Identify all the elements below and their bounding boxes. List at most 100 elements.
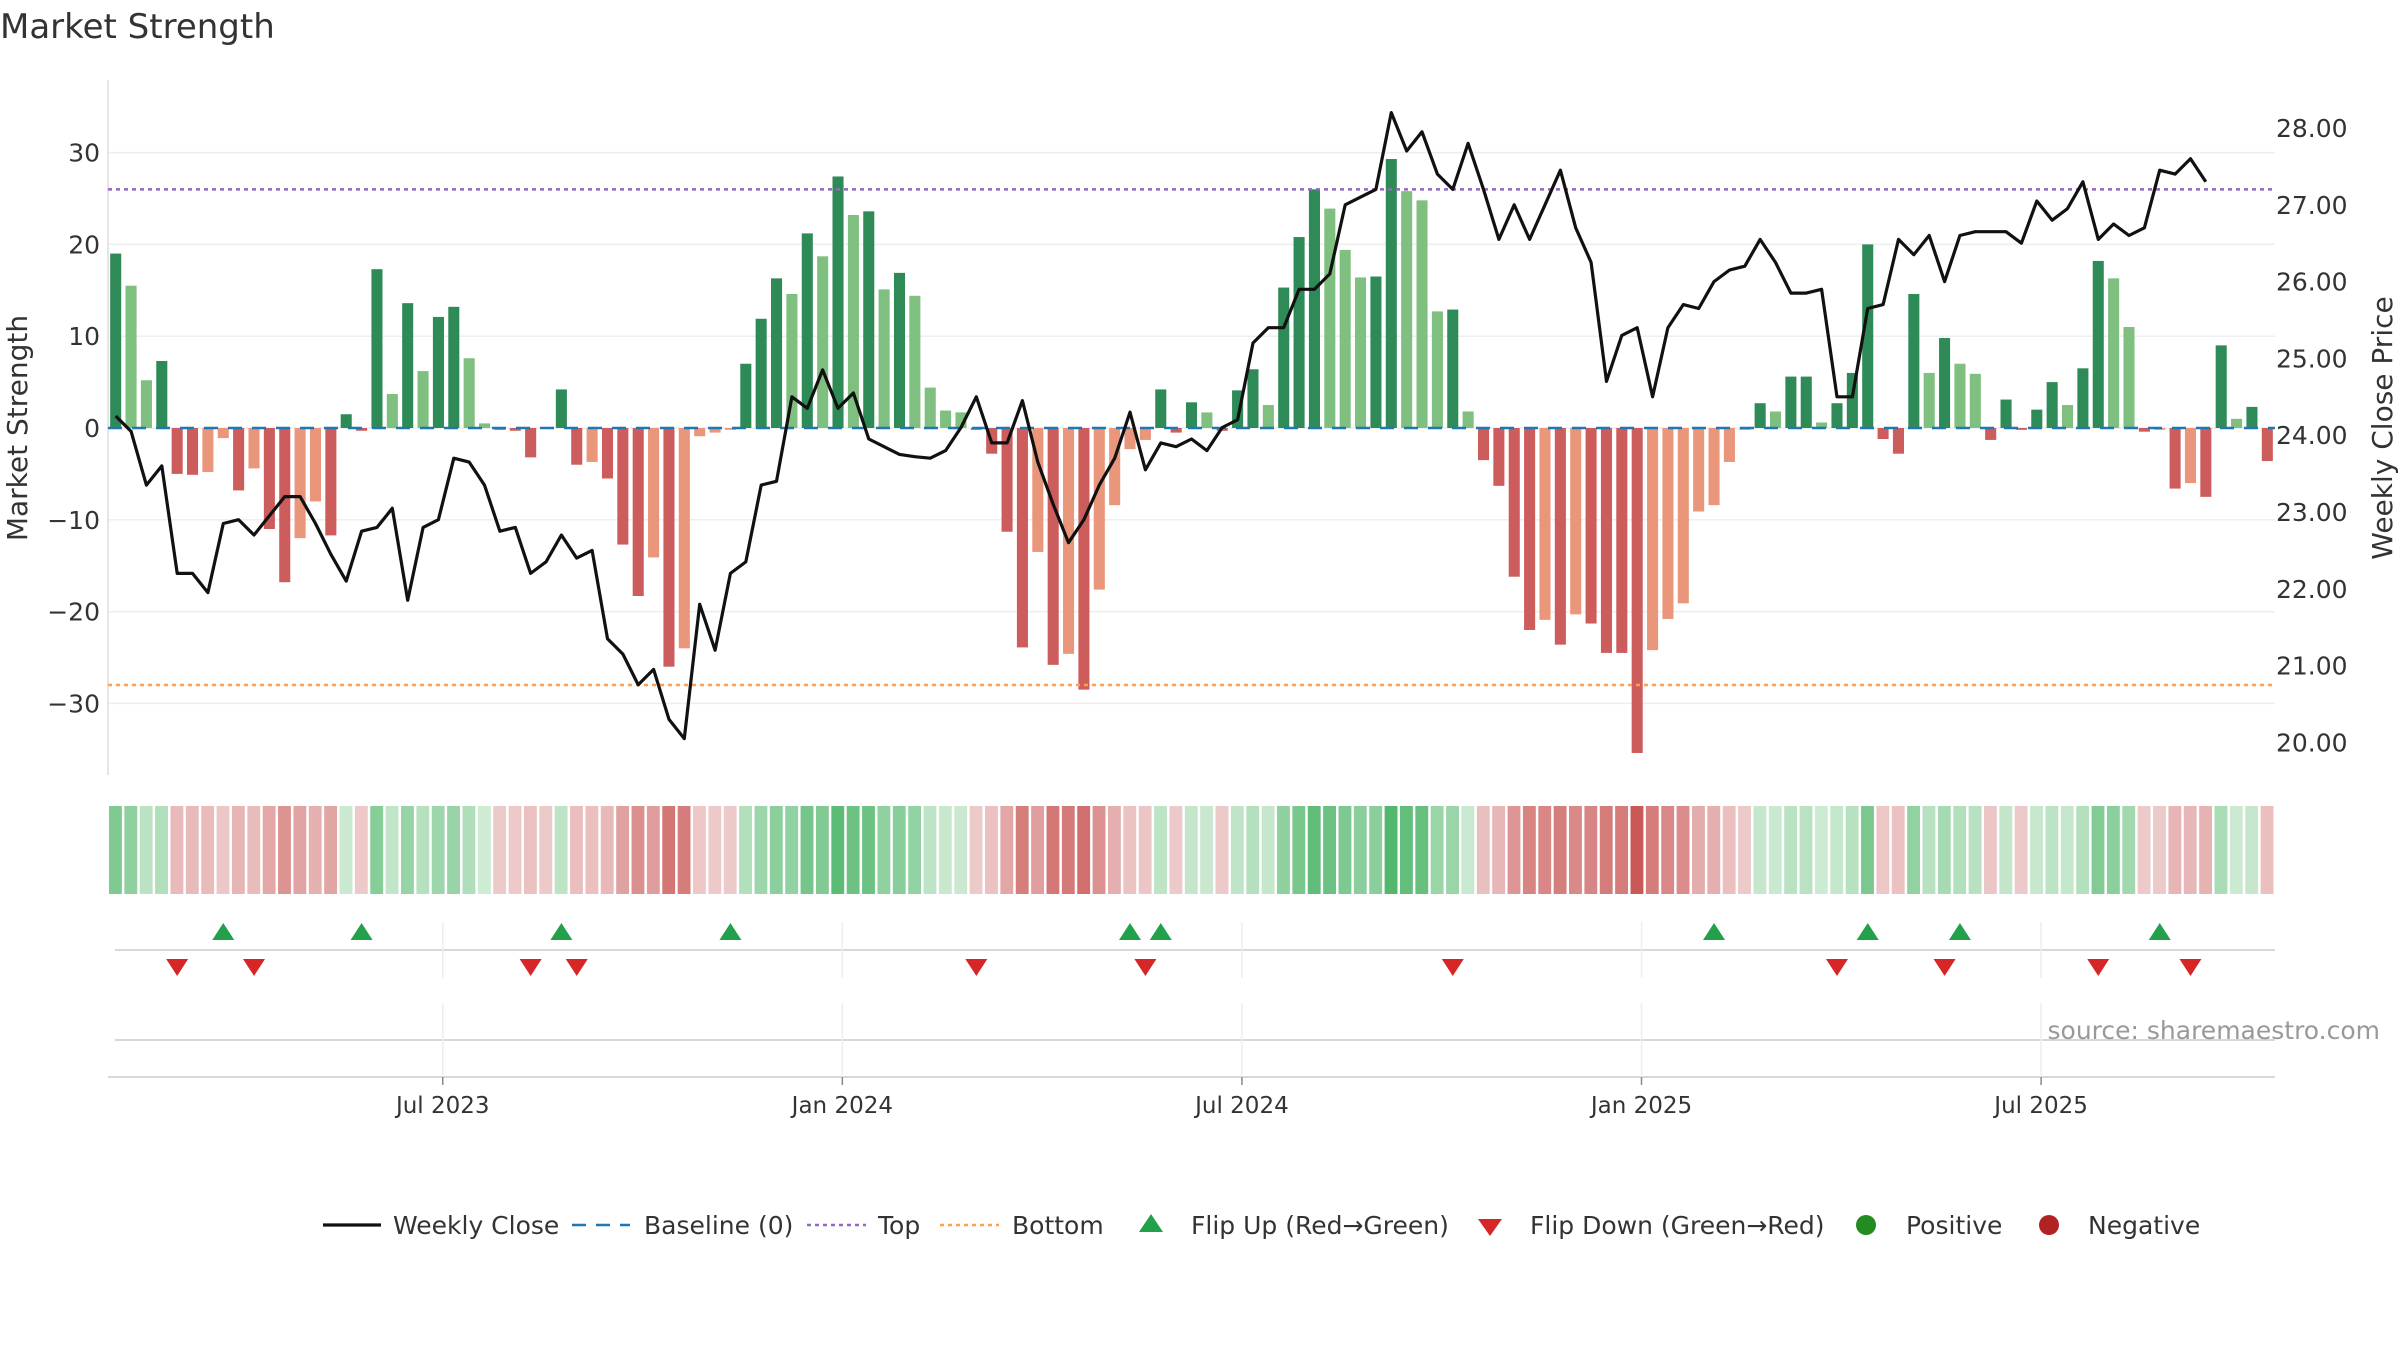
right-tick-label: 20.00 (2276, 728, 2348, 757)
strength-bar (1800, 376, 1812, 428)
heat-cell (401, 806, 414, 894)
heat-cell (1230, 806, 1244, 894)
heat-cell (1738, 806, 1751, 894)
strength-bar (1524, 428, 1536, 630)
right-tick-label: 22.00 (2276, 575, 2348, 604)
reference-lines (108, 188, 2275, 687)
x-tick-label: Jul 2023 (394, 1093, 490, 1119)
heat-cell (2199, 806, 2213, 894)
heat-cell (969, 806, 983, 894)
heat-cell (1200, 806, 1214, 894)
legend-label-top: Top (877, 1211, 920, 1240)
strength-bar (1585, 428, 1597, 624)
strength-bar (1539, 428, 1551, 620)
heat-cell (385, 806, 399, 894)
heat-cell (1707, 806, 1721, 894)
strength-bar (1170, 428, 1182, 433)
heat-cell (1215, 806, 1229, 894)
strength-bar (1877, 428, 1889, 440)
y-axis-label-left: Market Strength (1, 315, 34, 541)
heat-cell (1461, 806, 1475, 894)
heat-cell (1492, 806, 1506, 894)
strength-bar (1293, 237, 1305, 428)
strength-bar (186, 428, 199, 475)
strength-bar (1401, 191, 1413, 428)
heat-cell (2060, 806, 2074, 894)
strength-bar (878, 289, 890, 428)
strength-bar (479, 423, 491, 428)
strength-bar (755, 318, 767, 428)
heat-cell (1384, 806, 1398, 894)
heat-cell (185, 806, 199, 894)
heat-cell (493, 806, 507, 894)
right-tick-label: 25.00 (2276, 344, 2348, 373)
heat-cell (815, 806, 829, 894)
heat-cell (800, 806, 814, 894)
strength-bar (1339, 249, 1351, 428)
flip-down-marker (243, 959, 266, 976)
flip-up-marker (350, 923, 373, 940)
strength-bar (294, 428, 306, 539)
legend-label-flip-up: Flip Up (Red→Green) (1191, 1211, 1449, 1240)
flip-up-marker (1703, 923, 1726, 940)
legend-swatch-negative (2039, 1215, 2059, 1235)
strength-bar (1754, 403, 1766, 428)
strength-bar (1785, 376, 1797, 428)
heat-cell (477, 806, 491, 894)
strength-bar (156, 360, 168, 428)
flip-up-marker (1119, 923, 1142, 940)
heat-cell (1584, 806, 1598, 894)
heat-cell (954, 806, 968, 894)
heat-cell (262, 806, 276, 894)
strength-bar (893, 272, 906, 428)
strength-bar (1969, 373, 1981, 428)
heat-cell (523, 806, 537, 894)
strength-bar (2046, 382, 2058, 428)
strength-bar (1124, 428, 1136, 450)
strength-bar (1508, 428, 1520, 577)
flip-down-marker (1825, 959, 1848, 976)
heat-cell (2183, 806, 2197, 894)
flip-up-marker (1149, 923, 1172, 940)
strength-bar (817, 256, 829, 428)
heat-cell (231, 806, 245, 894)
flip-down-marker (519, 959, 542, 976)
right-tick-label: 24.00 (2276, 421, 2348, 450)
strength-bar (1862, 244, 1874, 428)
heat-cell (1861, 806, 1874, 894)
strength-bar (509, 428, 521, 431)
strength-bar (2000, 399, 2012, 428)
strength-bar (1677, 428, 1689, 604)
strength-bar (1769, 411, 1782, 428)
strength-bar (771, 278, 783, 428)
strength-bar (1185, 402, 1198, 428)
strength-bar (2200, 428, 2212, 497)
flip-down-marker (166, 959, 189, 976)
heat-cell (1937, 806, 1951, 894)
strength-bar (1985, 428, 1997, 440)
heat-cell (1553, 806, 1567, 894)
heat-cell (646, 806, 660, 894)
heat-cell (447, 806, 460, 894)
heat-cell (278, 806, 291, 894)
strength-bar (1247, 369, 1259, 428)
strength-bar (1493, 428, 1505, 486)
heat-cell (139, 806, 153, 894)
heat-cell (2229, 806, 2243, 894)
left-tick-label: 10 (68, 322, 100, 351)
strength-bar (1662, 428, 1674, 619)
heat-cell (1154, 806, 1167, 894)
strength-bar (1954, 363, 1966, 428)
strength-bar (601, 428, 614, 479)
strength-bar (1201, 412, 1213, 428)
heat-cell (1338, 806, 1352, 894)
heat-cell (708, 806, 722, 894)
legend: Weekly Close Baseline (0) Top Bottom Flip Up… (323, 1211, 2200, 1240)
heat-cell (769, 806, 783, 894)
heat-cell (1169, 806, 1183, 894)
flip-markers-panel (115, 922, 2275, 978)
heat-cell (201, 806, 215, 894)
strength-bar (1308, 189, 1320, 428)
flip-down-marker (565, 959, 588, 976)
strength-bar (340, 414, 352, 428)
